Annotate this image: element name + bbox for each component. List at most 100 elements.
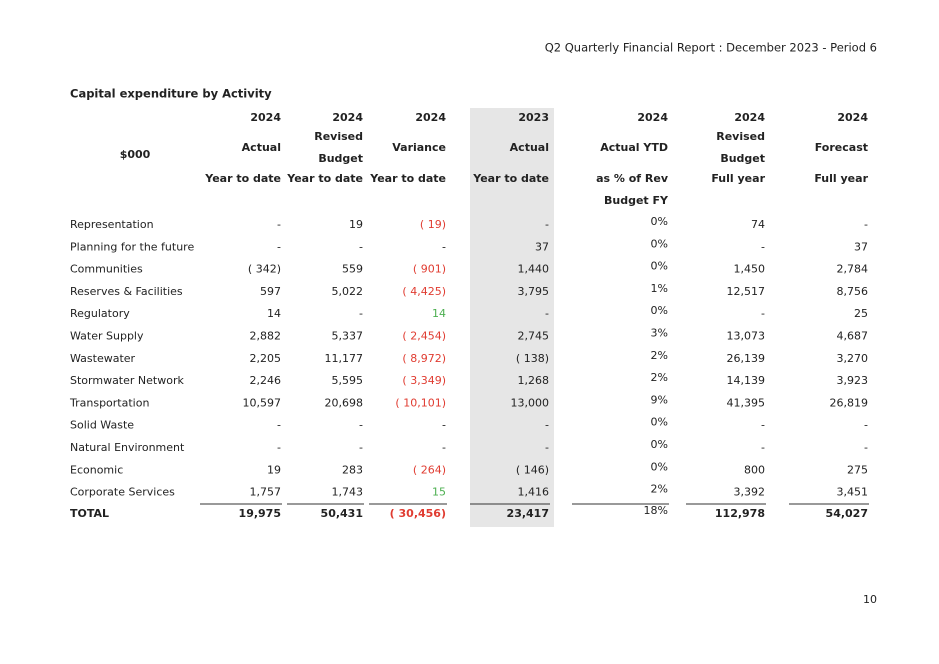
cell: - xyxy=(359,441,363,454)
column-header: 2024 xyxy=(250,111,281,124)
page-number: 10 xyxy=(863,593,877,606)
cell: 13,000 xyxy=(511,396,550,409)
cell: - xyxy=(761,419,765,432)
cell: 2% xyxy=(651,349,668,362)
cell: - xyxy=(359,419,363,432)
cell: 25 xyxy=(854,307,868,320)
cell: ( 901) xyxy=(413,263,446,276)
column-header: Year to date xyxy=(472,172,549,185)
cell: - xyxy=(442,441,446,454)
cell: 37 xyxy=(535,240,549,253)
cell: 3,270 xyxy=(837,352,869,365)
cell: - xyxy=(359,240,363,253)
cell: 1,416 xyxy=(518,486,550,499)
column-header: Actual YTD xyxy=(600,141,668,154)
cell: 10,597 xyxy=(243,396,282,409)
cell: 19 xyxy=(349,218,363,231)
cell: 14 xyxy=(432,307,446,320)
column-header: Revised xyxy=(314,130,363,143)
cell: 15 xyxy=(432,486,446,499)
row-label: TOTAL xyxy=(70,507,109,520)
column-header: 2024 xyxy=(415,111,446,124)
cell: 14,139 xyxy=(727,374,766,387)
cell: - xyxy=(761,240,765,253)
column-header: Variance xyxy=(392,141,446,154)
cell: 3,392 xyxy=(734,486,766,499)
cell: - xyxy=(545,307,549,320)
row-label: Reserves & Facilities xyxy=(70,285,183,298)
cell: ( 264) xyxy=(413,463,446,476)
cell: 18% xyxy=(644,504,668,517)
cell: - xyxy=(442,419,446,432)
column-header: Full year xyxy=(711,172,765,185)
cell: ( 8,972) xyxy=(402,352,446,365)
cell: 9% xyxy=(651,393,668,406)
cell: 5,022 xyxy=(332,285,364,298)
cell: - xyxy=(864,419,868,432)
cell: 3,451 xyxy=(837,486,869,499)
cell: ( 10,101) xyxy=(395,396,446,409)
cell: 4,687 xyxy=(837,330,869,343)
cell: 54,027 xyxy=(826,507,868,520)
cell: 5,595 xyxy=(332,374,364,387)
cell: - xyxy=(277,441,281,454)
row-label: Regulatory xyxy=(70,307,130,320)
column-header: Forecast xyxy=(815,141,868,154)
cell: - xyxy=(277,240,281,253)
cell: - xyxy=(277,218,281,231)
cell: 41,395 xyxy=(727,396,766,409)
cell: ( 19) xyxy=(420,218,446,231)
cell: 1,743 xyxy=(332,486,364,499)
cell: - xyxy=(277,419,281,432)
column-header: Year to date xyxy=(286,172,363,185)
cell: - xyxy=(545,218,549,231)
cell: - xyxy=(442,240,446,253)
column-header: 2024 xyxy=(734,111,765,124)
row-label: Stormwater Network xyxy=(70,374,184,387)
cell: 20,698 xyxy=(325,396,364,409)
cell: - xyxy=(359,307,363,320)
cell: 13,073 xyxy=(727,330,766,343)
cell: - xyxy=(864,218,868,231)
cell: 37 xyxy=(854,240,868,253)
cell: 2% xyxy=(651,371,668,384)
stub-header: $000 xyxy=(120,148,151,161)
column-header: Actual xyxy=(510,141,549,154)
column-header: Budget xyxy=(720,152,765,165)
cell: 8,756 xyxy=(837,285,869,298)
column-header: Budget FY xyxy=(604,194,669,207)
cell: 2% xyxy=(651,483,668,496)
cell: 0% xyxy=(651,237,668,250)
shaded-column xyxy=(470,108,554,527)
cell: 12,517 xyxy=(727,285,766,298)
cell: 559 xyxy=(342,263,363,276)
cell: 800 xyxy=(744,463,765,476)
cell: 0% xyxy=(651,304,668,317)
cell: 1,450 xyxy=(734,263,766,276)
cell: ( 3,349) xyxy=(402,374,446,387)
cell: 26,819 xyxy=(830,396,869,409)
cell: 2,745 xyxy=(518,330,550,343)
cell: 19 xyxy=(267,463,281,476)
cell: 112,978 xyxy=(715,507,765,520)
row-label: Communities xyxy=(70,263,143,276)
cell: 0% xyxy=(651,260,668,273)
row-label: Corporate Services xyxy=(70,486,175,499)
column-header: 2024 xyxy=(837,111,868,124)
column-header: Revised xyxy=(716,130,765,143)
cell: 2,246 xyxy=(250,374,282,387)
cell: 1,268 xyxy=(518,374,550,387)
cell: - xyxy=(761,307,765,320)
cell: ( 4,425) xyxy=(402,285,446,298)
row-label: Representation xyxy=(70,218,154,231)
cell: 14 xyxy=(267,307,281,320)
column-header: 2024 xyxy=(332,111,363,124)
column-header: as % of Rev xyxy=(596,172,669,185)
cell: 3,923 xyxy=(837,374,869,387)
cell: - xyxy=(761,441,765,454)
cell: 3% xyxy=(651,327,668,340)
cell: 50,431 xyxy=(321,507,363,520)
cell: ( 30,456) xyxy=(390,507,446,520)
row-label: Solid Waste xyxy=(70,419,134,432)
